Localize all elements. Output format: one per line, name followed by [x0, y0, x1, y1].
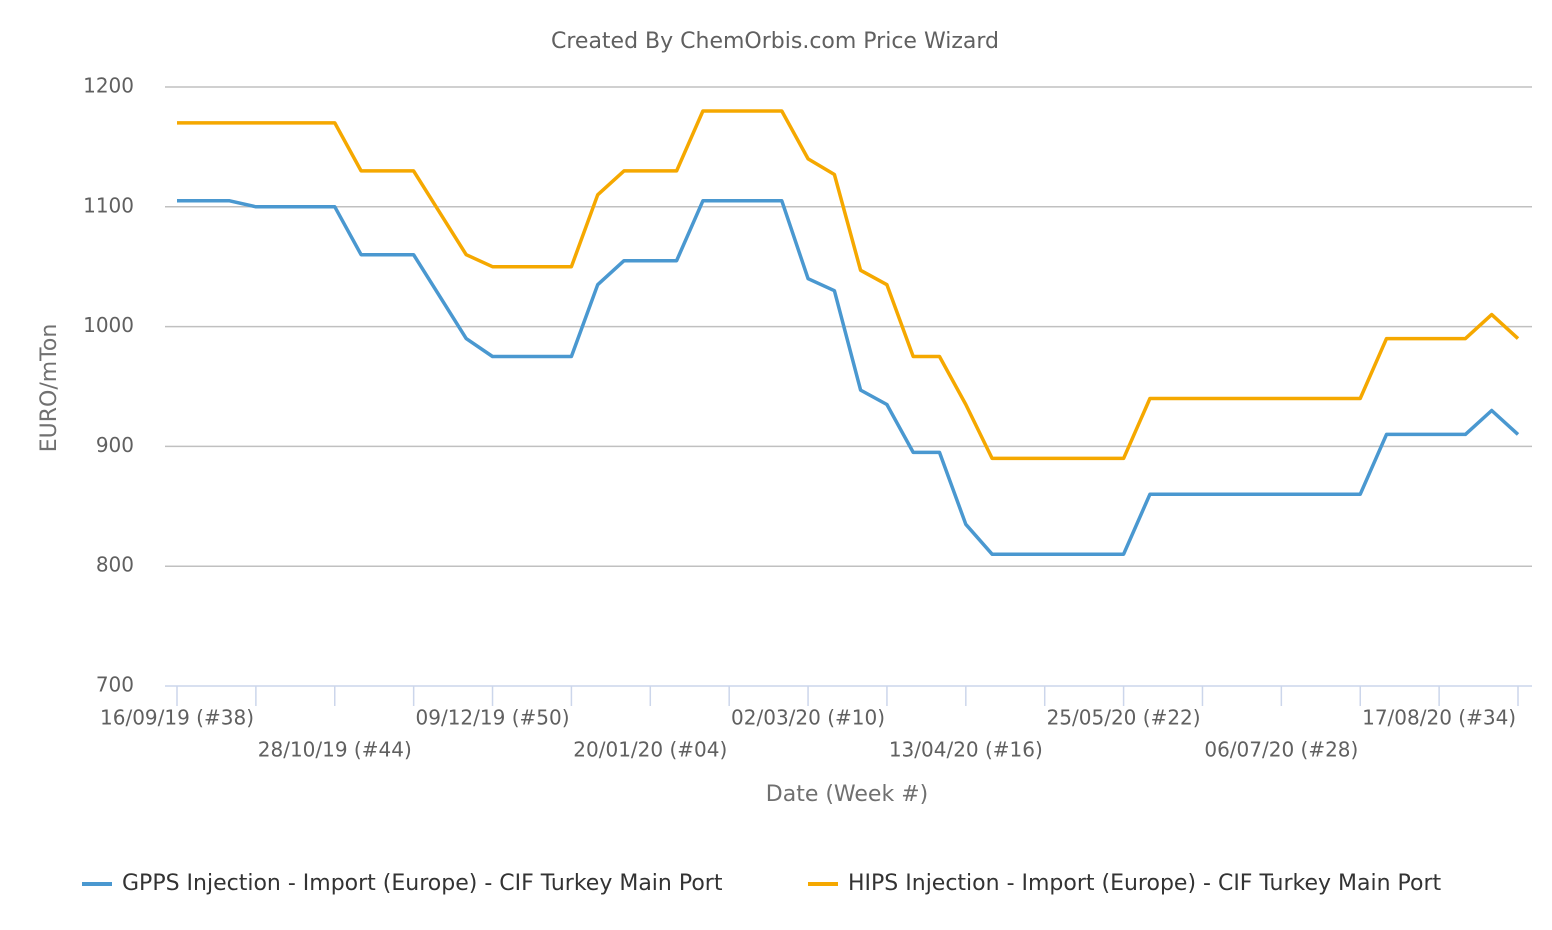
x-tick-label: 06/07/20 (#28) [1204, 738, 1358, 762]
y-tick-label: 1000 [83, 313, 134, 337]
legend-label: GPPS Injection - Import (Europe) - CIF T… [122, 871, 723, 896]
x-tick-label: 13/04/20 (#16) [889, 738, 1043, 762]
x-tick-label: 16/09/19 (#38) [100, 706, 254, 730]
chart-title: Created By ChemOrbis.com Price Wizard [551, 29, 999, 54]
y-tick-label: 900 [96, 433, 134, 457]
y-tick-label: 700 [96, 673, 134, 697]
x-tick-label: 20/01/20 (#04) [573, 738, 727, 762]
y-axis-label: EURO/mTon [37, 324, 62, 453]
series-line [177, 199, 1520, 556]
y-tick-label: 1200 [83, 74, 134, 98]
x-tick-label: 09/12/19 (#50) [416, 706, 570, 730]
y-tick-label: 1100 [83, 193, 134, 217]
legend-label: HIPS Injection - Import (Europe) - CIF T… [848, 871, 1442, 896]
x-axis-label: Date (Week #) [766, 782, 928, 807]
y-tick-label: 800 [96, 553, 134, 577]
x-tick-label: 25/05/20 (#22) [1047, 706, 1201, 730]
series-line [177, 109, 1520, 461]
x-tick-label: 02/03/20 (#10) [731, 706, 885, 730]
x-tick-label: 17/08/20 (#34) [1362, 706, 1516, 730]
x-tick-label: 28/10/19 (#44) [258, 738, 412, 762]
